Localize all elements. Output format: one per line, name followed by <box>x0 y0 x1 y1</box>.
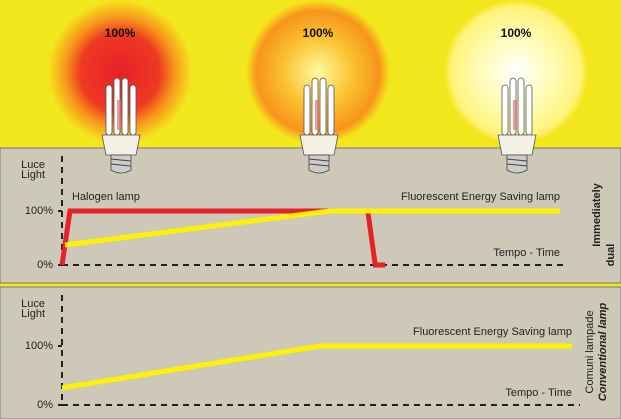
y-axis-label: Luce <box>21 298 45 310</box>
glow <box>246 0 390 144</box>
side-brand: Comuni lampade Conventional lamp <box>584 303 609 402</box>
glow <box>48 0 192 144</box>
bulb-label: 100% <box>105 26 136 40</box>
x-axis-label: Tempo - Time <box>505 387 572 399</box>
glow <box>444 0 588 144</box>
y-tick-label: 0% <box>37 259 53 271</box>
side-title: Comuni lampade <box>584 310 596 393</box>
y-tick-label: 0% <box>37 399 53 411</box>
series-line <box>61 343 572 391</box>
bulb-label: 100% <box>303 26 334 40</box>
bulb-label: 100% <box>501 26 532 40</box>
series-label: Halogen lamp <box>72 191 140 203</box>
y-axis-label: Light <box>21 308 45 320</box>
series-line <box>64 208 560 248</box>
y-tick-label: 100% <box>25 205 53 217</box>
side-title: Immediately <box>591 182 603 246</box>
x-axis-label: Tempo - Time <box>493 247 560 259</box>
series-label: Fluorescent Energy Saving lamp <box>413 326 572 338</box>
panel <box>0 286 621 419</box>
side-subtitle: dual <box>605 244 617 267</box>
series-label: Fluorescent Energy Saving lamp <box>401 191 560 203</box>
side-subtitle: Conventional lamp <box>597 303 609 402</box>
y-axis-label: Luce <box>21 159 45 171</box>
y-tick-label: 100% <box>25 340 53 352</box>
y-axis-label: Light <box>21 169 45 181</box>
